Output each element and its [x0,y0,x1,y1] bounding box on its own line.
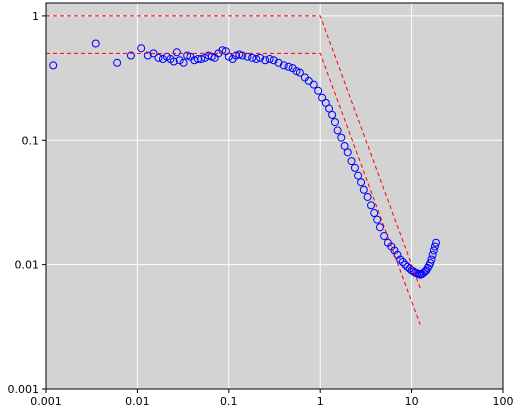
data-point [284,62,293,71]
data-point [343,148,352,157]
data-point [367,201,376,210]
y-tick-label: 1 [32,10,39,23]
data-point [330,118,339,127]
data-point [423,263,432,272]
data-point [49,61,58,70]
data-point [328,110,337,119]
data-point [432,238,441,247]
data-point [126,51,135,60]
data-point [429,246,438,255]
x-tick-label: 100 [493,395,514,408]
y-tick-label: 0.001 [8,383,40,396]
data-point [396,255,405,264]
data-point [91,39,100,48]
data-point [295,68,304,77]
data-point [169,57,178,66]
x-tick-label: 0.1 [220,395,238,408]
data-point [183,51,192,60]
data-point [279,61,288,70]
reference-line [46,15,421,289]
data-point [172,48,181,57]
x-tick-label: 0.001 [30,395,62,408]
data-point [137,44,146,53]
x-tick-label: 0.01 [125,395,150,408]
data-point [428,250,437,259]
y-tick-label: 0.01 [15,259,40,272]
x-tick-label: 1 [317,395,324,408]
data-point [252,55,261,64]
data-point [350,163,359,172]
data-point [325,104,334,113]
x-tick-label: 10 [405,395,419,408]
data-point [256,53,265,62]
data-point [143,51,152,60]
data-point [357,178,366,187]
data-point [347,157,356,166]
data-point [238,51,247,60]
data-point [113,58,122,67]
data-point [197,55,206,64]
data-point [243,52,252,61]
data-point [248,53,257,62]
data-point [373,215,382,224]
data-point [304,76,313,85]
data-point [363,192,372,201]
data-point [354,171,363,180]
reference-line [46,52,421,325]
data-point [427,255,436,264]
data-point [314,86,323,95]
data-point [370,209,379,218]
data-point [419,268,428,277]
data-point [154,53,163,62]
data-point [340,141,349,150]
data-point [337,133,346,142]
data-point [359,185,368,194]
plot-area [45,2,504,390]
y-tick-label: 0.1 [22,134,40,147]
data-point [401,260,410,269]
data-point [269,56,278,65]
data-point [175,56,184,65]
data-point [380,231,389,240]
data-point [333,126,342,135]
data-point [375,223,384,232]
plot-frame [45,2,504,390]
data-point [309,80,318,89]
data-point [393,250,402,259]
data-point [398,258,407,267]
data-point [158,55,167,64]
data-point [426,259,435,268]
data-point [149,49,158,58]
data-point [261,56,270,65]
data-point [430,242,439,251]
data-point [265,55,274,64]
data-point [179,58,188,67]
